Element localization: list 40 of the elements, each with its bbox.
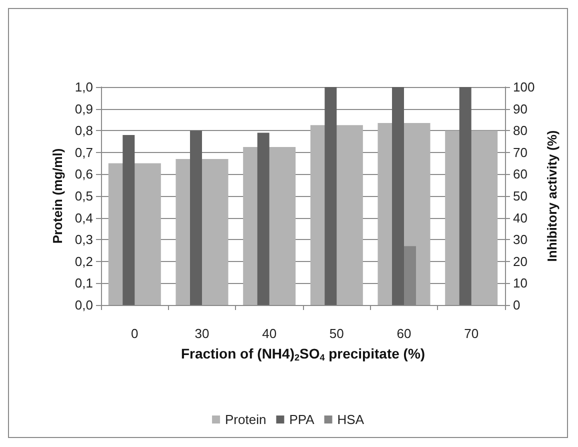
y2-tick-label: 20 bbox=[513, 254, 528, 269]
bar bbox=[324, 87, 337, 305]
y-tick-label: 0,1 bbox=[74, 276, 93, 291]
y2-tick-label: 10 bbox=[513, 276, 528, 291]
x-tick-label: 40 bbox=[262, 326, 277, 341]
y-axis-title: Protein (mg/ml) bbox=[50, 148, 66, 244]
y-tick-label: 0,6 bbox=[74, 166, 93, 182]
y2-tick-label: 40 bbox=[513, 210, 528, 226]
x-tick-label: 50 bbox=[329, 326, 344, 341]
y-tick-label: 0,0 bbox=[74, 298, 93, 312]
y2-tick-label: 80 bbox=[513, 123, 528, 138]
y2-tick-label: 50 bbox=[513, 188, 528, 204]
y-tick-label: 0,7 bbox=[74, 144, 93, 160]
y-tick-label: 1,0 bbox=[74, 80, 93, 94]
x-tick-label: 30 bbox=[194, 326, 210, 341]
y2-tick-label: 100 bbox=[513, 80, 535, 94]
legend-label: Protein bbox=[225, 412, 266, 427]
x-tick-label: 0 bbox=[131, 326, 138, 341]
y-tick-label: 0,3 bbox=[74, 232, 93, 248]
x-tick-label: 70 bbox=[464, 326, 479, 341]
y2-tick-label: 30 bbox=[513, 232, 528, 248]
y-tick-label: 0,8 bbox=[74, 123, 93, 138]
y-tick-label: 0,4 bbox=[74, 210, 93, 226]
legend-label: HSA bbox=[337, 412, 364, 427]
y2-axis-title: Inhibitory activity (%) bbox=[544, 130, 560, 262]
bar bbox=[257, 132, 270, 305]
bar bbox=[459, 87, 472, 305]
y2-tick-label: 60 bbox=[513, 166, 528, 182]
y2-tick-label: 90 bbox=[513, 101, 528, 116]
y-tick-label: 0,5 bbox=[74, 188, 93, 204]
y-tick-label: 0,9 bbox=[74, 101, 93, 116]
y2-tick-label: 70 bbox=[513, 144, 528, 160]
y2-tick-label: 0 bbox=[513, 298, 520, 312]
bar bbox=[404, 246, 416, 305]
bar bbox=[392, 87, 404, 305]
bar bbox=[190, 130, 202, 305]
bar bbox=[122, 134, 135, 305]
y-tick-label: 0,2 bbox=[74, 254, 93, 269]
legend-label: PPA bbox=[289, 412, 315, 427]
x-tick-label: 60 bbox=[396, 326, 412, 341]
